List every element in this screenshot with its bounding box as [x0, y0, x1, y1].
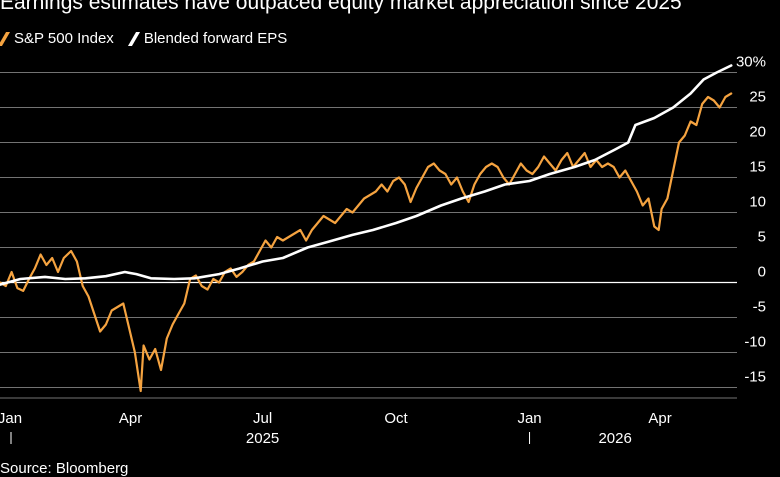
y-tick-label: -10: [744, 334, 766, 351]
y-tick-label: -5: [753, 299, 766, 316]
y-axis: 30% 25 20 15 10 5 0 -5 -10 -15: [736, 54, 766, 386]
y-tick-label: 15: [749, 159, 766, 176]
x-tick-label: Apr: [119, 410, 142, 427]
legend-label-eps: Blended forward EPS: [143, 30, 288, 47]
y-tick-label: 0: [758, 264, 766, 281]
y-tick-label: 30%: [736, 54, 766, 71]
x-tick-label: Jul: [253, 410, 272, 427]
y-tick-label: 5: [758, 229, 766, 246]
x-tick-label: Jan: [0, 410, 22, 427]
x-tick-label: Oct: [384, 410, 408, 427]
legend-item-eps: Blended forward EPS: [127, 30, 288, 47]
chart-title: Earnings estimates have outpaced equity …: [0, 0, 682, 14]
gridlines: [0, 72, 737, 388]
x-year-label: 2025: [246, 430, 279, 447]
x-year-label: 2026: [598, 430, 631, 447]
x-axis: Jan Apr Jul Oct Jan Apr 2025 2026: [0, 397, 737, 447]
series-line-eps: [0, 64, 733, 286]
legend: S&P 500 Index Blended forward EPS: [0, 30, 305, 47]
series-lines: [0, 64, 733, 393]
series-line-sp500: [0, 92, 733, 393]
x-tick-label: Apr: [648, 410, 671, 427]
legend-item-sp500: S&P 500 Index: [0, 30, 114, 47]
source-note: Source: Bloomberg: [0, 460, 129, 477]
y-tick-label: 25: [749, 89, 766, 106]
legend-label-sp500: S&P 500 Index: [14, 30, 114, 47]
y-tick-label: 20: [749, 124, 766, 141]
y-tick-label: 10: [749, 194, 766, 211]
x-tick-label: Jan: [517, 410, 541, 427]
y-tick-label: -15: [744, 369, 766, 386]
